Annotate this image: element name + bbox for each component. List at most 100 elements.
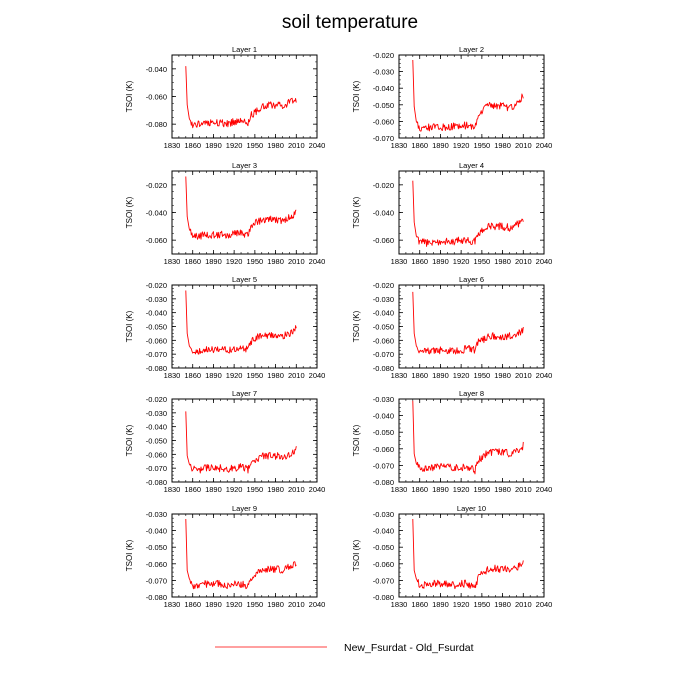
x-tick-label: 1860 [184,257,201,266]
y-tick-label: -0.060 [373,560,394,569]
y-tick-label: -0.030 [146,295,167,304]
x-tick-label: 2010 [515,257,532,266]
x-tick-label: 1980 [494,485,511,494]
y-tick-label: -0.050 [146,543,167,552]
x-tick-label: 2040 [536,371,553,380]
y-tick-label: -0.080 [146,593,167,602]
x-tick-label: 2040 [309,485,326,494]
panel-title: Layer 8 [459,389,484,398]
x-tick-label: 1860 [184,600,201,609]
x-tick-label: 1830 [164,371,181,380]
series-line [412,518,524,590]
y-tick-label: -0.080 [146,120,167,129]
y-tick-label: -0.040 [146,209,167,218]
y-tick-label: -0.020 [373,281,394,290]
y-axis-label: TSOI (K) [352,310,361,342]
y-axis-label: TSOI (K) [352,424,361,456]
x-tick-label: 2040 [536,600,553,609]
x-tick-label: 1920 [453,485,470,494]
y-tick-label: -0.060 [146,236,167,245]
figure-title: soil temperature [282,12,418,33]
x-tick-label: 2010 [515,485,532,494]
y-axis-label: TSOI (K) [352,196,361,228]
x-tick-label: 1920 [226,371,243,380]
legend-label: New_Fsurdat - Old_Fsurdat [344,642,474,654]
y-tick-label: -0.020 [146,181,167,190]
y-tick-label: -0.040 [373,412,394,421]
y-tick-label: -0.020 [373,51,394,60]
y-tick-label: -0.040 [146,309,167,318]
x-tick-label: 1920 [226,600,243,609]
y-tick-label: -0.050 [373,428,394,437]
series-line [185,518,297,590]
panel-title: Layer 10 [457,504,486,513]
x-tick-label: 2010 [288,485,305,494]
x-tick-label: 1920 [453,371,470,380]
x-tick-label: 2040 [536,141,553,150]
x-tick-label: 1860 [411,371,428,380]
x-tick-label: 1950 [474,485,491,494]
x-tick-label: 2040 [536,485,553,494]
x-tick-label: 1980 [494,371,511,380]
x-tick-label: 2010 [288,257,305,266]
series-line [412,59,524,132]
y-tick-label: -0.080 [373,478,394,487]
x-tick-label: 2010 [515,371,532,380]
x-tick-label: 1950 [474,600,491,609]
legend: New_Fsurdat - Old_Fsurdat [215,642,474,654]
x-tick-label: 2010 [288,141,305,150]
x-tick-label: 1950 [247,600,264,609]
y-tick-label: -0.020 [373,181,394,190]
x-tick-label: 1980 [267,600,284,609]
x-tick-label: 1830 [391,141,408,150]
x-tick-label: 1980 [267,257,284,266]
y-axis-label: TSOI (K) [125,539,134,571]
x-tick-label: 2010 [515,141,532,150]
y-tick-label: -0.060 [146,450,167,459]
x-tick-label: 1890 [432,485,449,494]
x-tick-label: 1830 [391,371,408,380]
y-tick-label: -0.040 [373,309,394,318]
y-axis-label: TSOI (K) [125,310,134,342]
y-axis-label: TSOI (K) [125,80,134,112]
x-tick-label: 2040 [309,600,326,609]
y-tick-label: -0.020 [146,281,167,290]
x-tick-label: 2010 [288,600,305,609]
y-tick-label: -0.070 [146,576,167,585]
x-tick-label: 1890 [205,257,222,266]
x-tick-label: 1920 [226,141,243,150]
y-tick-label: -0.080 [146,478,167,487]
x-tick-label: 1950 [247,485,264,494]
x-tick-label: 2040 [309,257,326,266]
x-tick-label: 1890 [205,141,222,150]
panel-title: Layer 3 [232,161,257,170]
x-tick-label: 1830 [391,485,408,494]
x-tick-label: 1830 [391,257,408,266]
x-tick-label: 1860 [411,485,428,494]
y-axis-label: TSOI (K) [352,539,361,571]
x-tick-label: 1920 [453,600,470,609]
y-tick-label: -0.060 [373,117,394,126]
y-tick-label: -0.070 [146,464,167,473]
y-tick-label: -0.030 [373,68,394,77]
x-tick-label: 1980 [494,141,511,150]
y-axis-label: TSOI (K) [125,424,134,456]
x-tick-label: 1890 [205,371,222,380]
y-tick-label: -0.040 [373,209,394,218]
y-tick-label: -0.070 [373,350,394,359]
y-tick-label: -0.050 [146,323,167,332]
y-tick-label: -0.070 [146,350,167,359]
y-tick-label: -0.080 [373,593,394,602]
y-tick-label: -0.040 [146,423,167,432]
x-tick-label: 2010 [515,600,532,609]
x-tick-label: 1860 [411,257,428,266]
y-tick-label: -0.080 [146,364,167,373]
x-tick-label: 1950 [474,257,491,266]
x-tick-label: 1950 [474,371,491,380]
y-tick-label: -0.060 [373,445,394,454]
